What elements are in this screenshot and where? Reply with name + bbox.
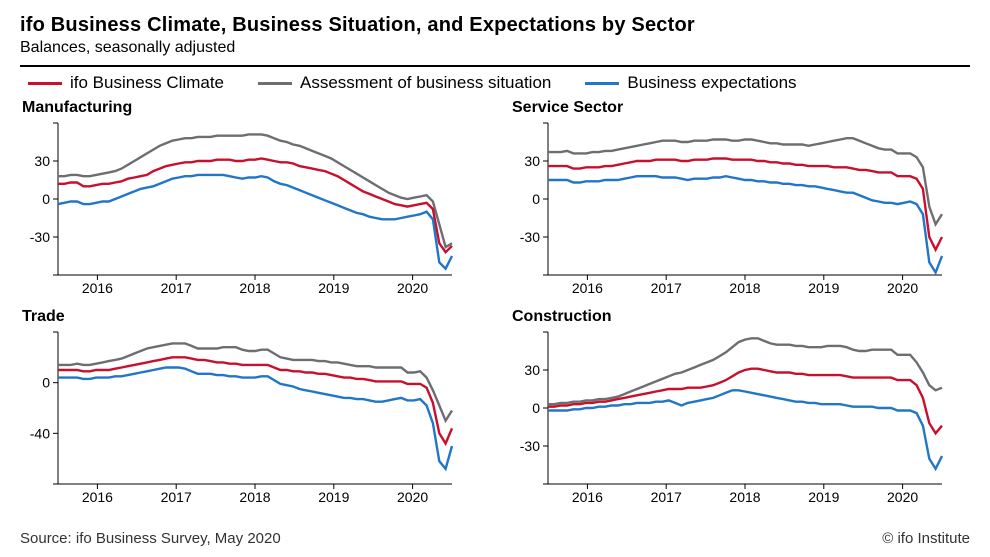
divider-top — [20, 65, 970, 67]
y-tick-label: 0 — [42, 191, 50, 207]
panel: Trade -40 0 2016 2017 2018 2019 2020 — [20, 308, 480, 513]
chart-root: ifo Business Climate, Business Situation… — [0, 0, 990, 557]
panel-svg: -30 0 30 2016 2017 2018 2019 2020 — [20, 119, 460, 299]
series-red — [548, 159, 942, 250]
source-text: Source: ifo Business Survey, May 2020 — [20, 530, 281, 547]
x-tick-label: 2019 — [318, 280, 349, 296]
legend-swatch — [258, 82, 292, 85]
x-tick-label: 2017 — [161, 280, 192, 296]
y-tick-label: 30 — [34, 153, 50, 169]
series-blue — [548, 176, 942, 272]
series-blue — [58, 175, 452, 269]
x-tick-label: 2018 — [239, 280, 270, 296]
panel: Service Sector -30 0 30 2016 2017 2018 2019 2020 — [510, 99, 970, 304]
x-tick-label: 2016 — [82, 489, 113, 505]
y-tick-label: 0 — [532, 191, 540, 207]
panel: Construction -30 0 30 2016 2017 2018 2019 2020 — [510, 308, 970, 513]
x-tick-label: 2016 — [82, 280, 113, 296]
series-gray — [548, 138, 942, 224]
legend-item: Business expectations — [585, 73, 796, 93]
series-red — [548, 369, 942, 434]
x-tick-label: 2018 — [729, 280, 760, 296]
credit-text: © ifo Institute — [882, 530, 970, 547]
x-tick-label: 2017 — [651, 280, 682, 296]
x-tick-label: 2018 — [729, 489, 760, 505]
legend-label: ifo Business Climate — [70, 73, 224, 93]
x-tick-label: 2016 — [572, 489, 603, 505]
y-tick-label: -30 — [30, 229, 50, 245]
x-tick-label: 2020 — [887, 280, 918, 296]
legend-item: Assessment of business situation — [258, 73, 551, 93]
panel-svg: -30 0 30 2016 2017 2018 2019 2020 — [510, 119, 950, 299]
legend-label: Business expectations — [627, 73, 796, 93]
panel-title: Manufacturing — [22, 99, 480, 117]
x-tick-label: 2019 — [808, 280, 839, 296]
panel-title: Construction — [512, 308, 970, 326]
legend: ifo Business Climate Assessment of busine… — [20, 73, 970, 93]
y-tick-label: -30 — [520, 438, 540, 454]
legend-swatch — [585, 82, 619, 85]
x-tick-label: 2020 — [397, 489, 428, 505]
x-tick-label: 2019 — [808, 489, 839, 505]
series-gray — [58, 134, 452, 247]
x-tick-label: 2020 — [887, 489, 918, 505]
x-tick-label: 2016 — [572, 280, 603, 296]
y-tick-label: 30 — [524, 153, 540, 169]
y-tick-label: -30 — [520, 229, 540, 245]
footer: Source: ifo Business Survey, May 2020 © … — [20, 530, 970, 547]
x-tick-label: 2017 — [161, 489, 192, 505]
panel-svg: -40 0 2016 2017 2018 2019 2020 — [20, 328, 460, 508]
panel-title: Service Sector — [512, 99, 970, 117]
panel: Manufacturing -30 0 30 2016 2017 2018 2019 2020 — [20, 99, 480, 304]
y-tick-label: -40 — [30, 425, 50, 441]
chart-subtitle: Balances, seasonally adjusted — [20, 39, 970, 57]
panel-title: Trade — [22, 308, 480, 326]
x-tick-label: 2019 — [318, 489, 349, 505]
legend-swatch — [28, 82, 62, 85]
x-tick-label: 2020 — [397, 280, 428, 296]
legend-item: ifo Business Climate — [28, 73, 224, 93]
x-tick-label: 2018 — [239, 489, 270, 505]
panel-grid: Manufacturing-3003020162017201820192020S… — [20, 99, 970, 513]
y-tick-label: 30 — [524, 362, 540, 378]
y-tick-label: 0 — [532, 400, 540, 416]
series-red — [58, 159, 452, 253]
x-tick-label: 2017 — [651, 489, 682, 505]
panel-svg: -30 0 30 2016 2017 2018 2019 2020 — [510, 328, 950, 508]
series-blue — [58, 368, 452, 469]
chart-title: ifo Business Climate, Business Situation… — [20, 14, 970, 37]
y-tick-label: 0 — [42, 375, 50, 391]
legend-label: Assessment of business situation — [300, 73, 551, 93]
